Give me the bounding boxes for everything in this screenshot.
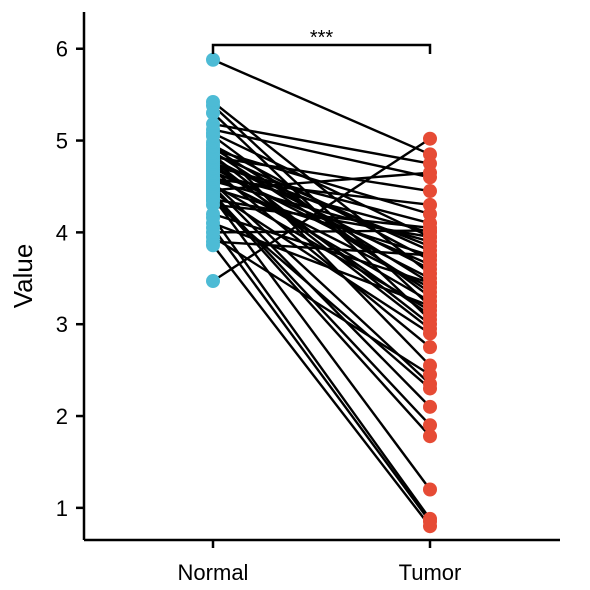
- pair-line: [212, 190, 431, 335]
- significance-bracket: ***: [211, 27, 432, 54]
- tumor-points: [423, 131, 437, 534]
- y-tick-label: 3: [56, 312, 68, 337]
- y-tick-label: 4: [56, 220, 68, 245]
- x-ticks: Normal Tumor: [178, 540, 462, 585]
- significance-label: ***: [310, 27, 334, 49]
- pair-line: [212, 171, 431, 192]
- y-tick-label: 1: [56, 496, 68, 521]
- normal-point: [206, 52, 220, 67]
- tumor-point: [423, 248, 437, 263]
- y-tick-label: 5: [56, 129, 68, 154]
- tumor-point: [423, 482, 437, 497]
- pair-line: [212, 165, 431, 225]
- normal-point: [206, 106, 220, 121]
- bracket-line: [211, 43, 432, 54]
- pair-lines: [212, 58, 431, 527]
- x-tick-label-normal: Normal: [178, 560, 249, 585]
- pair-line: [212, 155, 431, 193]
- pair-line: [212, 132, 431, 239]
- pair-line: [212, 222, 431, 307]
- tumor-point: [423, 381, 437, 396]
- tumor-point: [423, 197, 437, 212]
- pair-line: [212, 200, 431, 390]
- pair-line: [212, 229, 431, 234]
- x-tick-label-tumor: Tumor: [399, 560, 462, 585]
- pair-line: [212, 177, 431, 207]
- pair-line: [212, 240, 431, 257]
- y-axis-title: Value: [8, 244, 38, 309]
- tumor-point: [423, 223, 437, 238]
- pair-line: [212, 122, 431, 165]
- tumor-point: [423, 418, 437, 433]
- y-tick-label: 2: [56, 404, 68, 429]
- tumor-point: [423, 326, 437, 341]
- pair-line: [212, 235, 431, 376]
- tumor-point: [423, 184, 437, 199]
- tumor-point: [423, 165, 437, 180]
- normal-point: [206, 274, 220, 289]
- pair-line: [212, 196, 431, 491]
- pair-line: [212, 203, 431, 229]
- tumor-point: [423, 131, 437, 146]
- pair-line: [212, 137, 431, 283]
- pair-line: [212, 185, 431, 408]
- tumor-point: [423, 340, 437, 355]
- y-tick-label: 6: [56, 37, 68, 62]
- y-ticks: 1 2 3 4 5 6: [56, 37, 84, 521]
- tumor-point: [423, 399, 437, 414]
- tumor-point: [423, 275, 437, 290]
- tumor-point: [423, 429, 437, 444]
- normal-point: [206, 238, 220, 253]
- tumor-point: [423, 298, 437, 313]
- pair-line: [212, 216, 431, 520]
- tumor-point: [423, 519, 437, 534]
- normal-points: [206, 52, 220, 289]
- pair-line: [212, 187, 431, 257]
- pair-line: [212, 141, 431, 367]
- tumor-point: [423, 367, 437, 382]
- pair-line: [212, 244, 431, 527]
- pair-line: [212, 227, 431, 523]
- pair-line: [212, 58, 431, 156]
- pair-line: [212, 128, 431, 179]
